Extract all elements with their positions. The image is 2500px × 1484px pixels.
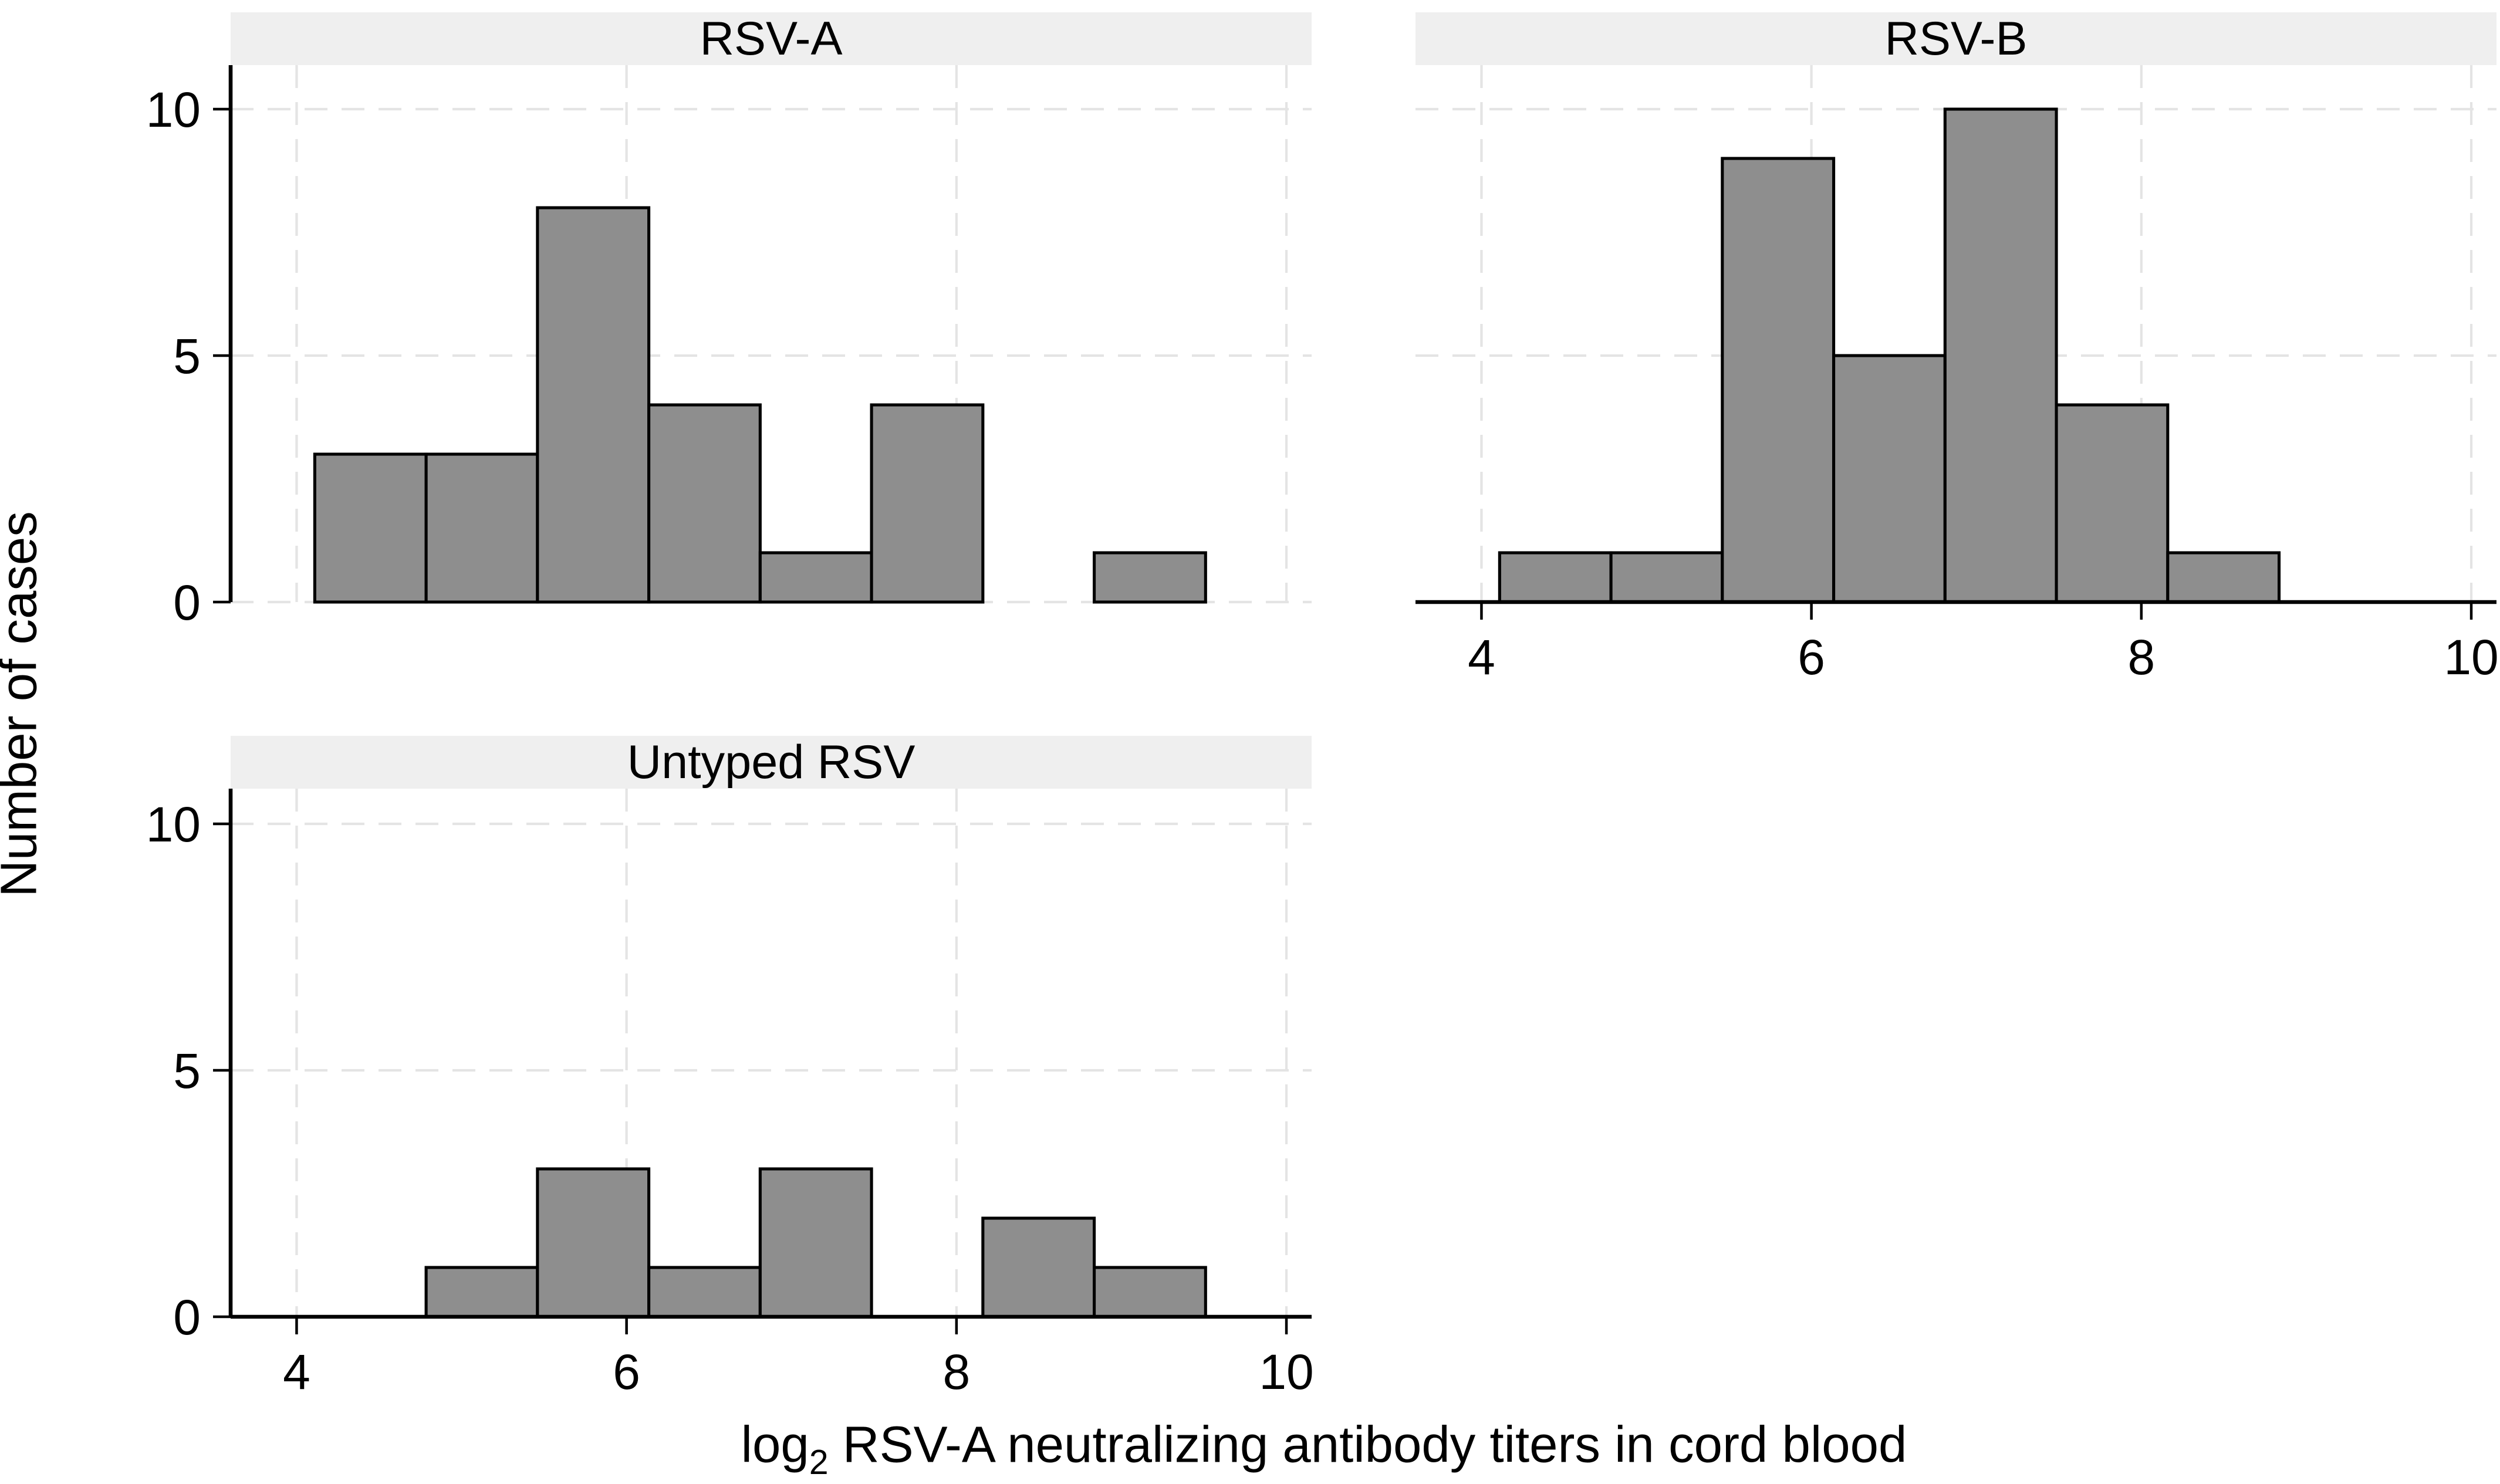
svg-text:10: 10 [146,82,201,137]
svg-text:8: 8 [942,1344,970,1400]
panel-title-rsv-b: RSV-B [1415,12,2496,65]
svg-text:4: 4 [283,1344,310,1400]
svg-text:6: 6 [613,1344,640,1400]
svg-text:8: 8 [2127,630,2155,685]
x-axis-title-subscript: 2 [809,1444,829,1483]
x-axis-title-rest: RSV-A neutralizing antibody titers in co… [828,1418,1907,1475]
panel-title-rsv-a: RSV-A [231,12,1312,65]
y-axis-title: Number of cases [0,511,49,897]
svg-text:10: 10 [2444,630,2498,685]
svg-text:10: 10 [1259,1344,1313,1400]
svg-text:0: 0 [173,1290,201,1345]
svg-text:4: 4 [1468,630,1495,685]
svg-text:5: 5 [173,1043,201,1098]
svg-text:6: 6 [1798,630,1825,685]
panel-title-untyped-rsv: Untyped RSV [231,736,1312,789]
x-axis-title-log: log [741,1418,809,1475]
svg-text:5: 5 [173,329,201,384]
svg-text:0: 0 [173,575,201,630]
x-axis-title: log2 RSV-A neutralizing antibody titers … [741,1418,1907,1481]
svg-text:10: 10 [146,797,201,852]
